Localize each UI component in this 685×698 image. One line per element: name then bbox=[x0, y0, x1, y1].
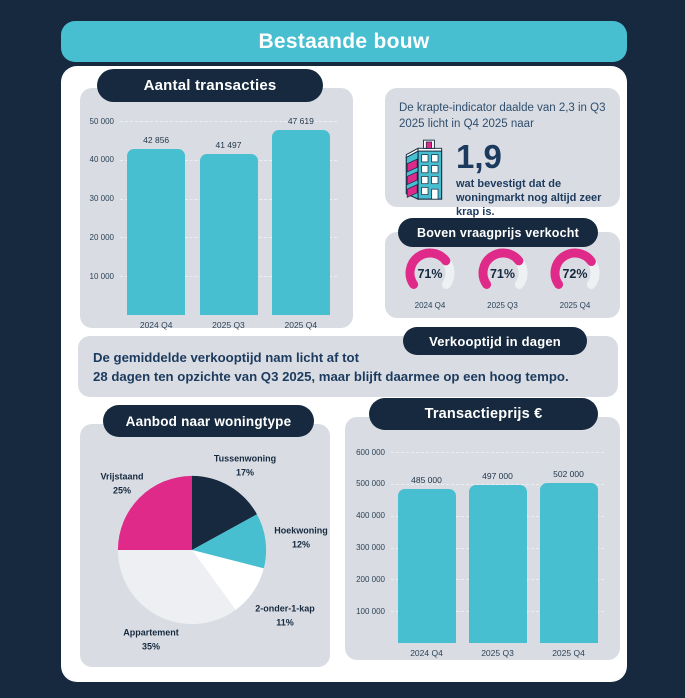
bar-2025 Q4 bbox=[539, 483, 598, 643]
bar-value-label: 502 000 bbox=[553, 469, 584, 480]
y-axis-tick-label: 100 000 bbox=[356, 606, 385, 616]
y-axis-tick-label: 300 000 bbox=[356, 543, 385, 552]
page-title: Bestaande bouw bbox=[61, 21, 627, 62]
x-axis-category-label: 2025 Q3 bbox=[212, 320, 245, 330]
pie-slice-tussenwoning bbox=[192, 475, 257, 550]
pie-label-appartement: Appartement 35% bbox=[123, 627, 179, 652]
x-axis-category-label: 2024 Q4 bbox=[139, 320, 173, 330]
verkooptijd-line1: De gemiddelde verkooptijd nam licht af t… bbox=[93, 350, 359, 365]
section-title-verkooptijd: Verkooptijd in dagen bbox=[403, 327, 587, 355]
section-title-aantal-transacties: Aantal transacties bbox=[97, 69, 323, 102]
bar-value-label: 41 497 bbox=[215, 139, 242, 150]
x-axis-category-label: 2025 Q4 bbox=[284, 320, 318, 330]
bar-value-label: 485 000 bbox=[411, 474, 442, 485]
verkooptijd-line2: 28 dagen ten opzichte van Q3 2025, maar … bbox=[93, 369, 569, 385]
y-axis-tick-label: 40 000 bbox=[89, 155, 114, 165]
gauge-progress bbox=[478, 248, 523, 289]
gridline bbox=[120, 121, 337, 122]
pie-chart-woningtype bbox=[117, 475, 267, 625]
panel-transactieprijs: 100 000 200 000 300 000 400 000 500 000 600 0… bbox=[345, 417, 620, 660]
gauge-arc bbox=[550, 248, 600, 289]
x-axis-category-label: 2025 Q3 bbox=[481, 648, 514, 658]
krapte-value: 1,9 bbox=[456, 137, 502, 175]
gauge-value: 72% bbox=[562, 267, 588, 281]
bar-2025 Q3 bbox=[199, 153, 258, 315]
pie-slice-2-onder-1-kap bbox=[192, 550, 264, 610]
gauge-arc bbox=[478, 248, 527, 289]
panel-aantal-transacties: 10 000 20 000 30 000 40 000 50 000 42 856 2024… bbox=[80, 88, 353, 330]
krapte-intro-text: De krapte-indicator daalde van 2,3 in Q3… bbox=[399, 102, 606, 130]
panel-krapte-indicator: De krapte-indicator daalde van 2,3 in Q3… bbox=[385, 88, 620, 218]
gauge-category: 2025 Q3 bbox=[487, 301, 518, 310]
bar-value-label: 497 000 bbox=[482, 470, 513, 481]
pie-label-vrijstaand: Vrijstaand 25% bbox=[100, 471, 144, 496]
pie-slice-appartement bbox=[117, 550, 236, 625]
gauge-arc bbox=[405, 248, 455, 289]
pie-label-hoekwoning: Hoekwoning 12% bbox=[274, 525, 328, 550]
gauge-2025-q4: 72% 2025 Q4 bbox=[540, 246, 610, 310]
gauge-category: 2024 Q4 bbox=[414, 301, 446, 310]
bar-2024 Q4 bbox=[397, 488, 456, 643]
bar-value-label: 42 856 bbox=[143, 134, 170, 145]
x-axis-category-label: 2024 Q4 bbox=[410, 648, 443, 658]
y-axis-tick-label: 200 000 bbox=[356, 574, 385, 584]
pie-slice-hoekwoning bbox=[192, 514, 267, 569]
gridline bbox=[391, 452, 604, 453]
y-axis-tick-label: 10 000 bbox=[89, 271, 114, 281]
y-axis-tick-label: 20 000 bbox=[89, 232, 114, 242]
bar-2025 Q3 bbox=[468, 484, 527, 643]
panel-aanbod-woningtype: Tussenwoning 17% Hoekwoning 12% 2-onder-… bbox=[80, 424, 330, 667]
y-axis-tick-label: 500 000 bbox=[356, 479, 385, 489]
section-title-transactieprijs: Transactieprijs € bbox=[369, 398, 598, 430]
gauge-progress bbox=[550, 248, 596, 289]
gridline bbox=[391, 483, 604, 485]
y-axis-tick-label: 30 000 bbox=[89, 194, 114, 204]
pie-label-tussenwoning: Tussenwoning 17% bbox=[213, 453, 277, 478]
y-axis-tick-label: 50 000 bbox=[89, 116, 114, 126]
section-title-boven-vraagprijs: Boven vraagprijs verkocht bbox=[398, 218, 598, 247]
building-icon bbox=[405, 139, 443, 200]
y-axis-tick-label: 600 000 bbox=[356, 447, 385, 457]
bar-chart-transactieprijs: 100 000 200 000 300 000 400 000 500 000 600 0… bbox=[351, 443, 614, 658]
bar-2024 Q4 bbox=[127, 148, 186, 315]
pie-label-2onder1kap: 2-onder-1-kap 11% bbox=[255, 603, 315, 628]
krapte-note-text: wat bevestigt dat de woningmarkt nog alt… bbox=[456, 177, 602, 219]
bar-chart-aantal-transacties: 10 000 20 000 30 000 40 000 50 000 42 856 2024… bbox=[86, 112, 347, 330]
section-title-aanbod-woningtype: Aanbod naar woningtype bbox=[103, 405, 314, 437]
gauge-2024-q4: 71% 2024 Q4 bbox=[395, 246, 465, 310]
gauge-category: 2025 Q4 bbox=[559, 301, 591, 310]
bar-2025 Q4 bbox=[271, 130, 330, 315]
x-axis-category-label: 2025 Q4 bbox=[552, 648, 585, 658]
gauge-row: 71% 2024 Q4 71% 2025 Q3 72% 2025 Q4 bbox=[395, 246, 610, 310]
y-axis-tick-label: 400 000 bbox=[356, 511, 385, 521]
pie-slice-vrijstaand bbox=[117, 475, 192, 550]
gauge-2025-q3: 71% 2025 Q3 bbox=[468, 246, 538, 310]
gauge-progress bbox=[405, 248, 451, 289]
gauge-value: 71% bbox=[417, 267, 443, 281]
gauge-value: 71% bbox=[489, 267, 516, 281]
bar-value-label: 47 619 bbox=[287, 116, 314, 127]
